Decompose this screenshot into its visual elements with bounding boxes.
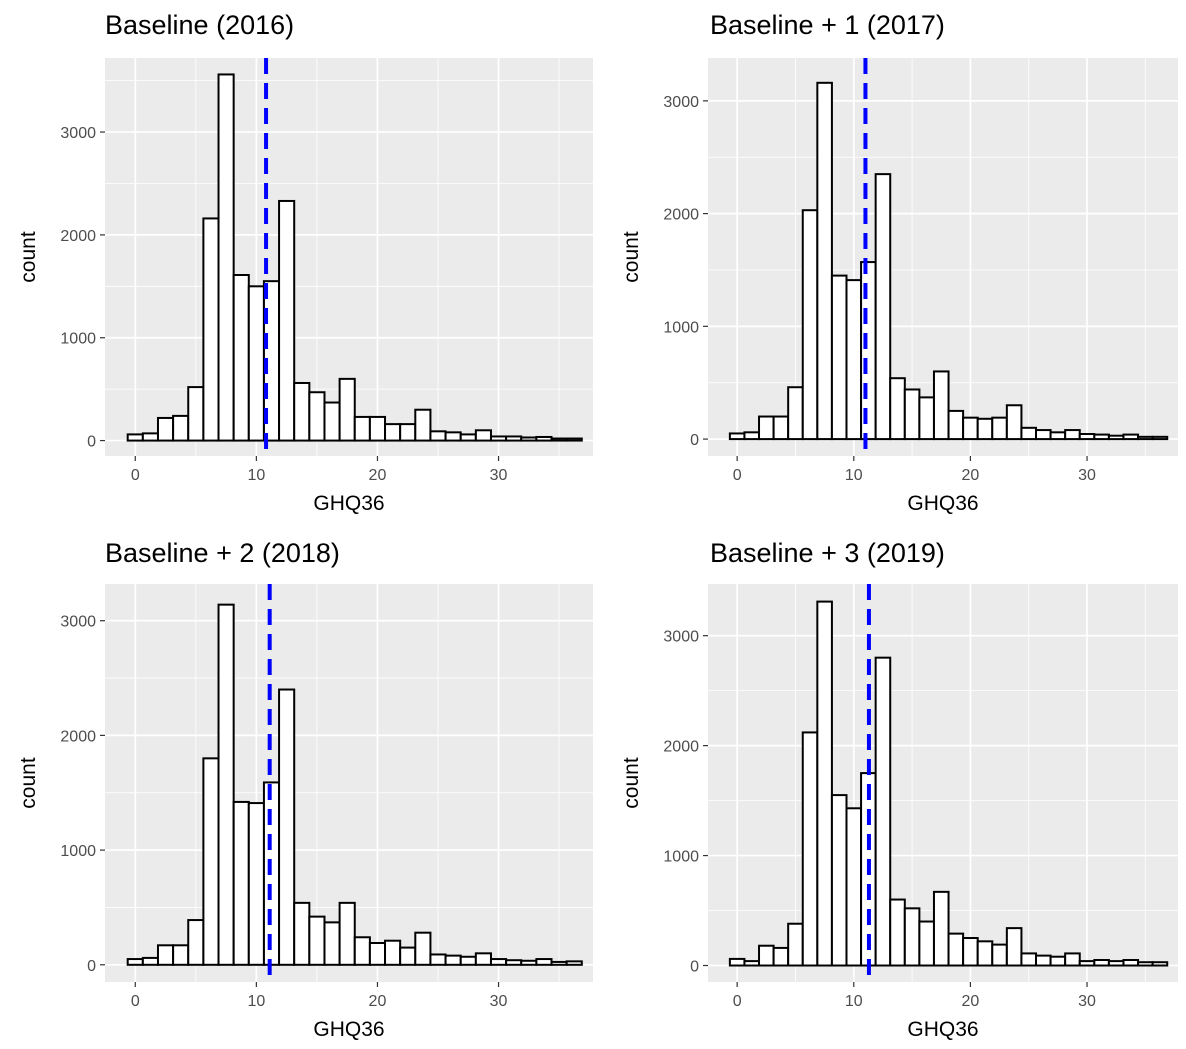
histogram-bar <box>758 944 775 967</box>
histogram-bar <box>787 922 804 967</box>
y-axis-title: count <box>620 757 643 809</box>
histogram-bar <box>918 920 935 967</box>
y-tick-label: 2000 <box>60 728 96 745</box>
y-tick-label: 3000 <box>60 125 96 142</box>
histogram-bar <box>1064 952 1081 967</box>
histogram-bar <box>976 940 994 967</box>
panel-title: Baseline + 1 (2017) <box>710 10 945 40</box>
histogram-bar <box>903 907 921 967</box>
histogram-bar <box>947 932 965 967</box>
y-tick-label: 1000 <box>60 331 96 348</box>
histogram-bar <box>1151 435 1169 441</box>
histogram-bar <box>338 901 356 966</box>
x-tick-label: 30 <box>490 467 508 484</box>
histogram-bar <box>1093 959 1110 967</box>
y-tick-label: 3000 <box>663 94 699 111</box>
x-tick-label: 0 <box>131 993 140 1010</box>
y-tick-label: 2000 <box>663 207 699 224</box>
histogram-bar <box>801 731 819 967</box>
x-tick-label: 10 <box>247 993 265 1010</box>
histogram-bar <box>1035 954 1052 967</box>
histogram-bar <box>414 408 432 442</box>
x-tick-label: 0 <box>131 467 140 484</box>
x-tick-label: 10 <box>845 467 863 484</box>
x-tick-label: 0 <box>733 467 742 484</box>
x-tick-label: 30 <box>490 993 508 1010</box>
histogram-bar <box>816 81 833 441</box>
y-tick-label: 0 <box>87 434 96 451</box>
x-tick-label: 20 <box>369 467 387 484</box>
x-tick-label: 20 <box>962 993 980 1010</box>
histogram-bar <box>338 377 356 442</box>
panel-title: Baseline + 3 (2019) <box>710 538 945 568</box>
histogram-bar <box>772 946 790 967</box>
x-tick-label: 10 <box>845 993 863 1010</box>
y-tick-label: 0 <box>87 958 96 975</box>
histogram-bar <box>1151 961 1169 967</box>
histogram-bar <box>1107 960 1125 967</box>
x-axis-title: GHQ36 <box>313 492 384 515</box>
histogram-bar <box>874 173 892 441</box>
y-tick-label: 3000 <box>663 629 699 646</box>
y-tick-label: 2000 <box>663 739 699 756</box>
y-axis-title: count <box>17 231 40 283</box>
histogram-bar <box>932 890 950 967</box>
histogram-bar <box>1005 404 1023 441</box>
histogram-bar <box>932 370 950 441</box>
histogram-bar <box>728 957 746 967</box>
x-axis-title: GHQ36 <box>313 1018 384 1041</box>
y-tick-label: 0 <box>690 959 699 976</box>
histogram-bar <box>217 603 235 966</box>
histogram-bar <box>743 960 761 967</box>
x-tick-label: 20 <box>369 993 387 1010</box>
histogram-bar <box>565 437 583 442</box>
x-tick-label: 0 <box>733 993 742 1010</box>
y-tick-label: 1000 <box>663 849 699 866</box>
histogram-bar <box>816 600 833 967</box>
y-tick-label: 3000 <box>60 614 96 631</box>
histogram-bar <box>1049 955 1067 967</box>
histogram-bar <box>1137 961 1154 967</box>
panel-title: Baseline + 2 (2018) <box>105 538 340 568</box>
histogram-bar <box>414 931 432 966</box>
x-tick-label: 30 <box>1078 467 1096 484</box>
histogram-bar <box>1020 952 1038 967</box>
histogram-bar <box>962 937 979 967</box>
y-tick-label: 2000 <box>60 228 96 245</box>
histogram-bar <box>565 960 583 966</box>
x-tick-label: 30 <box>1078 993 1096 1010</box>
y-tick-label: 1000 <box>663 319 699 336</box>
x-tick-label: 20 <box>962 467 980 484</box>
histogram-bar <box>1122 959 1140 967</box>
x-axis-title: GHQ36 <box>907 492 978 515</box>
x-axis-title: GHQ36 <box>907 1018 978 1041</box>
y-axis-title: count <box>17 757 40 809</box>
histogram-bar <box>217 73 235 442</box>
histogram-bar <box>830 794 848 967</box>
y-tick-label: 0 <box>690 432 699 449</box>
panel-title: Baseline (2016) <box>105 10 295 40</box>
histogram-bar <box>889 898 906 967</box>
histogram-bar <box>991 943 1008 967</box>
histogram-bar <box>278 688 296 966</box>
histogram-bar <box>474 429 492 442</box>
histogram-bar <box>278 199 296 442</box>
histogram-bar <box>845 807 863 967</box>
histogram-bar <box>1078 960 1096 967</box>
histogram-bar <box>874 656 892 967</box>
y-tick-label: 1000 <box>60 843 96 860</box>
histogram-bar <box>1005 927 1023 967</box>
y-axis-title: count <box>620 231 643 283</box>
x-tick-label: 10 <box>247 467 265 484</box>
